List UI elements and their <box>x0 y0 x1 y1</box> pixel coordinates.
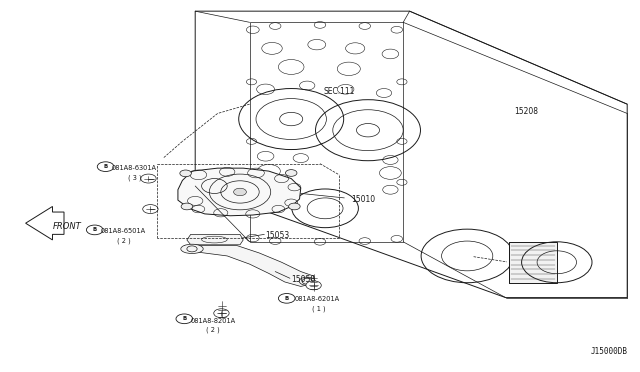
Text: 15050: 15050 <box>291 275 316 284</box>
Text: 081A8-6501A: 081A8-6501A <box>101 228 147 234</box>
Circle shape <box>141 174 156 183</box>
Text: ( 2 ): ( 2 ) <box>206 327 220 333</box>
Text: ( 2 ): ( 2 ) <box>117 237 131 244</box>
Text: B: B <box>182 316 186 321</box>
Text: 15010: 15010 <box>351 195 375 203</box>
Circle shape <box>289 203 300 210</box>
Circle shape <box>176 314 193 324</box>
Text: B: B <box>104 164 108 169</box>
Text: FRONT: FRONT <box>52 222 81 231</box>
FancyBboxPatch shape <box>509 242 557 283</box>
Text: ( 3 ): ( 3 ) <box>128 174 141 181</box>
Circle shape <box>234 188 246 196</box>
Circle shape <box>180 170 191 177</box>
Text: 081A8-6301A: 081A8-6301A <box>112 165 157 171</box>
Circle shape <box>143 205 158 214</box>
Ellipse shape <box>300 277 315 285</box>
Text: 081A8-8201A: 081A8-8201A <box>191 318 236 324</box>
Ellipse shape <box>181 244 204 254</box>
Circle shape <box>181 203 193 210</box>
Text: J15000DB: J15000DB <box>590 347 627 356</box>
Text: B: B <box>93 227 97 232</box>
Polygon shape <box>184 246 314 286</box>
Circle shape <box>306 281 321 290</box>
Text: ( 1 ): ( 1 ) <box>312 305 325 312</box>
Polygon shape <box>26 206 64 240</box>
Polygon shape <box>187 234 243 245</box>
Circle shape <box>278 294 295 303</box>
Text: 15208: 15208 <box>515 107 539 116</box>
Circle shape <box>86 225 103 235</box>
Polygon shape <box>178 168 301 216</box>
Circle shape <box>214 309 229 318</box>
Circle shape <box>285 170 297 176</box>
Text: SEC.111: SEC.111 <box>323 87 355 96</box>
Text: 081A8-6201A: 081A8-6201A <box>294 296 340 302</box>
Circle shape <box>97 162 114 171</box>
Text: B: B <box>285 296 289 301</box>
Text: 15053: 15053 <box>266 231 290 240</box>
